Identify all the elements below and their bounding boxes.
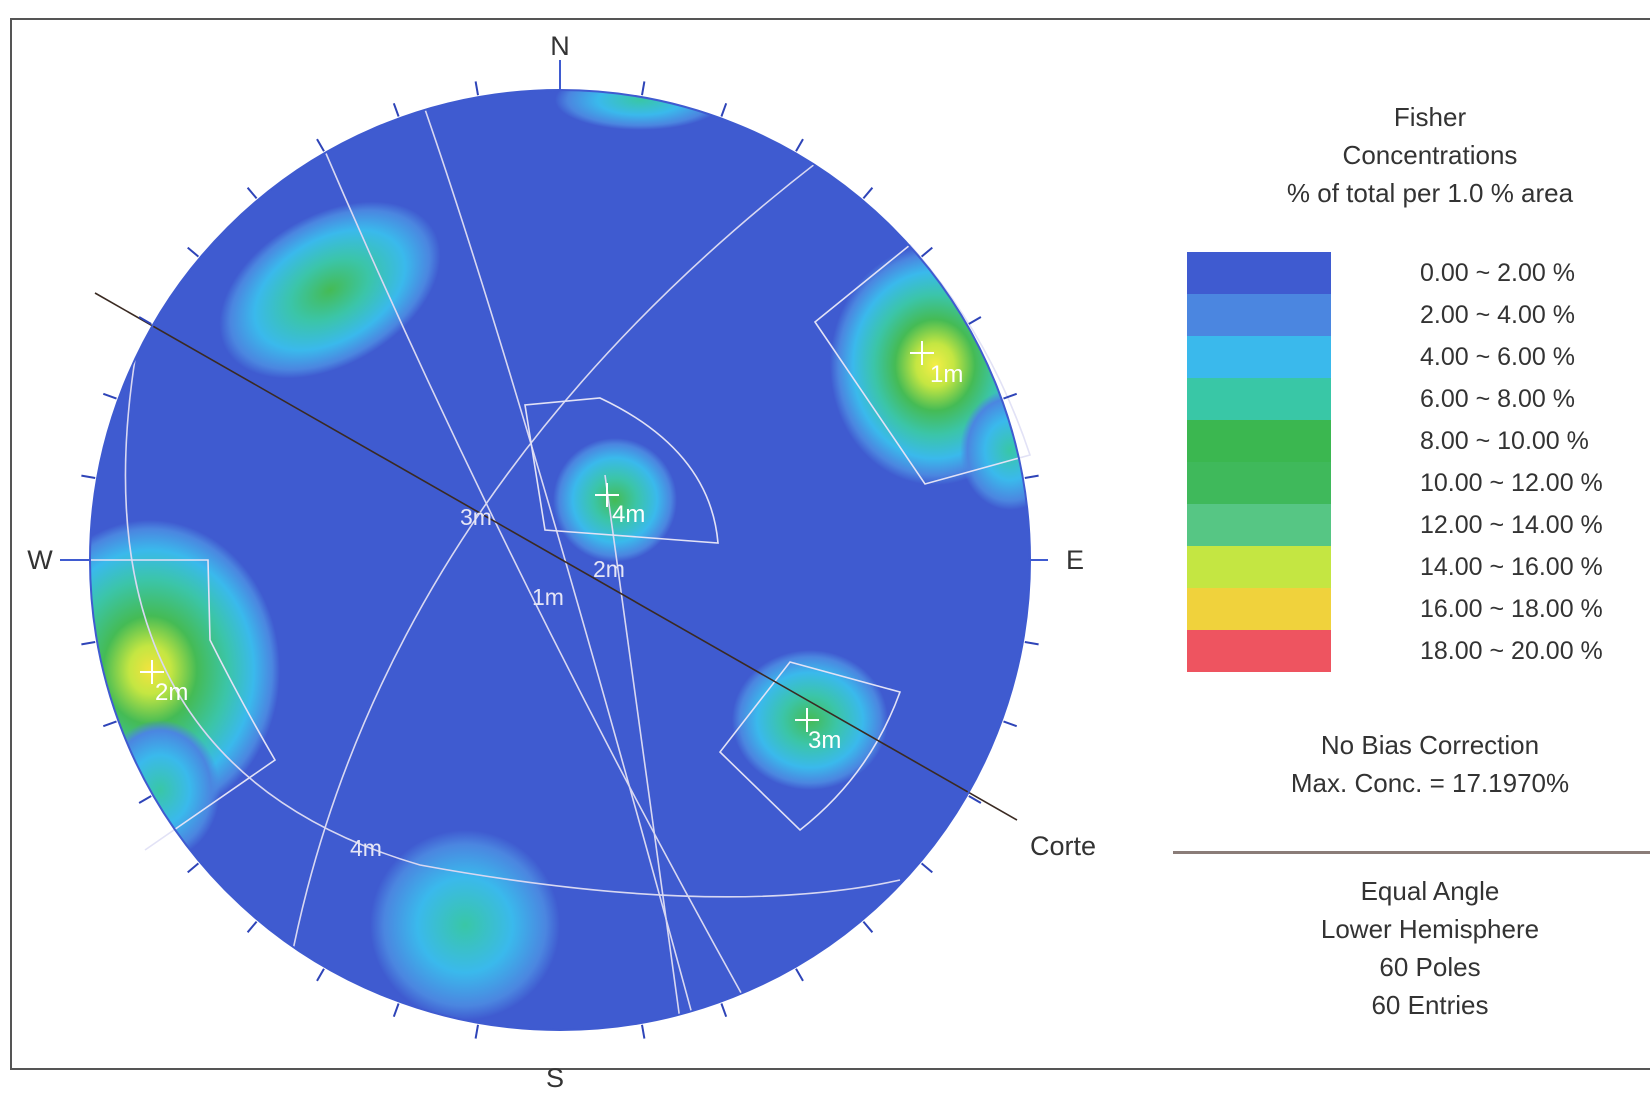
pole-markers [140, 341, 934, 732]
legend-swatch [1187, 630, 1331, 672]
plane-1m [419, 94, 696, 1026]
legend-bin-label: 0.00 ~ 2.00 % [1420, 259, 1575, 287]
azimuth-tick [246, 187, 258, 200]
plane-label-4m: 4m [350, 835, 382, 861]
azimuth-tick [1024, 474, 1039, 479]
projection-line-4: 60 Entries [1371, 990, 1489, 1020]
section-line [94, 292, 1018, 821]
legend-title-line-3: % of total per 1.0 % area [1286, 178, 1574, 208]
pole-marker-2m [140, 660, 164, 684]
plane-2m [317, 134, 746, 1001]
legend-swatch [1187, 336, 1331, 378]
pole-label-4m: 4m [612, 501, 645, 528]
azimuth-tick [102, 720, 117, 728]
legend-bin-label: 16.00 ~ 18.00 % [1420, 595, 1603, 623]
azimuth-tick [316, 138, 325, 152]
plane-label-2m: 2m [593, 556, 625, 582]
azimuth-tick [392, 102, 400, 117]
legend-swatch [1187, 504, 1331, 546]
azimuth-tick [474, 81, 479, 96]
azimuth-tick [720, 1003, 728, 1018]
azimuth-tick [641, 81, 646, 96]
plane-label-3m: 3m [460, 504, 492, 530]
legend-bin-label: 6.00 ~ 8.00 % [1420, 385, 1575, 413]
azimuth-tick [795, 138, 804, 152]
azimuth-tick [795, 968, 804, 982]
legend-swatch [1187, 378, 1331, 420]
legend-bin-label: 2.00 ~ 4.00 % [1420, 301, 1575, 329]
azimuth-tick [187, 246, 200, 258]
west-label: W [27, 545, 53, 575]
azimuth-tick [968, 316, 982, 325]
azimuth-tick [246, 920, 258, 933]
projection-line-2: Lower Hemisphere [1320, 914, 1540, 944]
legend-bin-label: 12.00 ~ 14.00 % [1420, 511, 1603, 539]
pole-label-2m: 2m [155, 679, 188, 706]
azimuth-tick [474, 1024, 479, 1039]
legend-bin-label: 8.00 ~ 10.00 % [1420, 427, 1589, 455]
azimuth-tick [81, 474, 96, 479]
azimuth-ticks [81, 81, 1039, 1039]
legend-title-line-2: Concentrations [1342, 140, 1518, 170]
azimuth-tick [187, 862, 200, 874]
pole-label-3m: 3m [808, 727, 841, 754]
azimuth-tick [138, 316, 152, 325]
azimuth-tick [138, 795, 152, 804]
legend-divider [1173, 851, 1650, 854]
azimuth-tick [1003, 392, 1018, 400]
legend-swatch [1187, 252, 1331, 294]
legend-bin-label: 18.00 ~ 20.00 % [1420, 637, 1603, 665]
south-label: S [546, 1063, 564, 1093]
legend-swatch [1187, 420, 1331, 462]
plane-extra [604, 474, 681, 1021]
great-circles [124, 94, 901, 1026]
azimuth-tick [641, 1024, 646, 1039]
azimuth-tick [920, 246, 933, 258]
pole-marker-4m [595, 483, 619, 507]
pole-marker-1m [910, 341, 934, 365]
window-3m [718, 661, 902, 832]
azimuth-tick [102, 392, 117, 400]
pole-marker-3m [795, 708, 819, 732]
projection-line-3: 60 Poles [1379, 952, 1481, 982]
plane-label-1m: 1m [532, 584, 564, 610]
azimuth-tick [1024, 641, 1039, 646]
legend-bin-label: 10.00 ~ 12.00 % [1420, 469, 1603, 497]
east-label: E [1066, 545, 1084, 575]
north-label: N [550, 31, 570, 61]
legend-bin-label: 14.00 ~ 16.00 % [1420, 553, 1603, 581]
legend-title-line-1: Fisher [1393, 102, 1467, 132]
max-conc-text: Max. Conc. = 17.1970% [1290, 768, 1570, 798]
azimuth-tick [862, 187, 874, 200]
azimuth-tick [392, 1003, 400, 1018]
azimuth-tick [968, 795, 982, 804]
figure-frame [10, 18, 1650, 1070]
pole-label-1m: 1m [930, 361, 963, 388]
bias-text: No Bias Correction [1320, 730, 1540, 760]
legend-bin-label: 4.00 ~ 6.00 % [1420, 343, 1575, 371]
azimuth-tick [1003, 720, 1018, 728]
window-2m [65, 559, 277, 851]
projection-line-1: Equal Angle [1360, 876, 1500, 906]
azimuth-tick [81, 641, 96, 646]
azimuth-tick [862, 920, 874, 933]
legend-swatch [1187, 294, 1331, 336]
legend-swatch [1187, 588, 1331, 630]
window-4m [524, 397, 719, 544]
plane-4m [124, 329, 901, 898]
plane-3m [289, 159, 821, 966]
azimuth-tick [920, 862, 933, 874]
legend-swatch [1187, 546, 1331, 588]
azimuth-tick [720, 102, 728, 117]
legend-swatch [1187, 462, 1331, 504]
azimuth-tick [316, 968, 325, 982]
section-line-label: Corte [1030, 831, 1096, 861]
